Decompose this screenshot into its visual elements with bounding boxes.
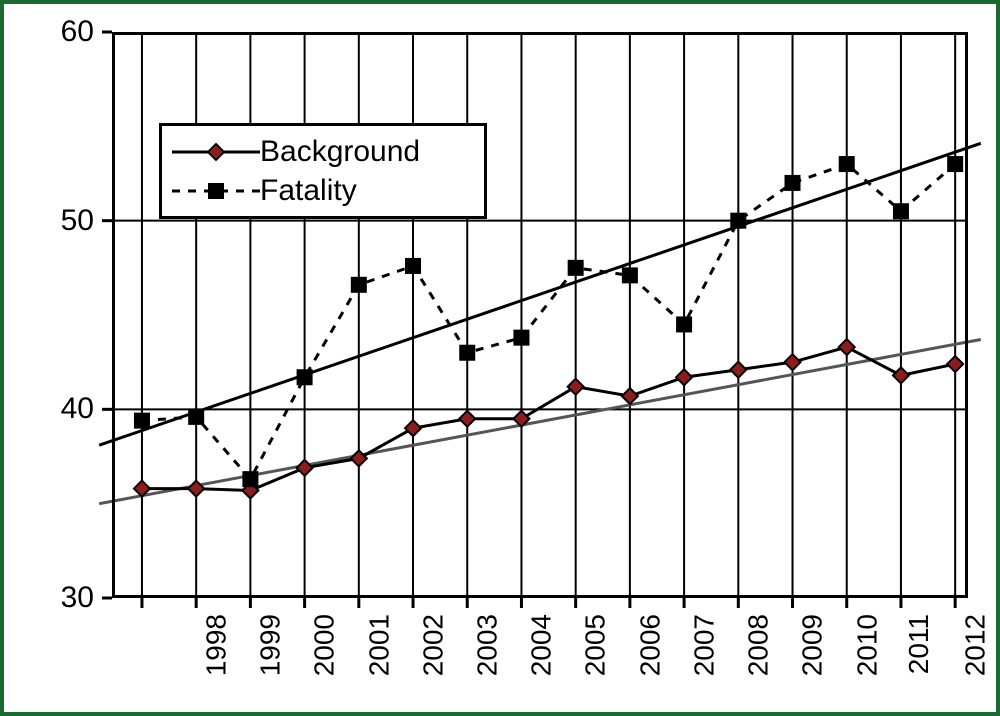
x-tick-label: 2001	[363, 614, 395, 676]
x-tick-label: 1999	[254, 614, 286, 676]
plot-area	[112, 32, 968, 598]
y-tick-label: 30	[4, 581, 94, 615]
x-tick-label: 1998	[200, 614, 232, 676]
x-tick-label: 2011	[903, 614, 935, 674]
plot-border	[112, 32, 968, 598]
x-tick-label: 2000	[309, 614, 341, 676]
x-tick-label: 2003	[471, 614, 503, 676]
y-tick-label: 40	[4, 392, 94, 426]
legend: Background Fatality	[159, 123, 487, 219]
y-tick-label: 50	[4, 204, 94, 238]
legend-label: Background	[260, 135, 420, 169]
legend-swatch	[172, 178, 260, 204]
x-tick-label: 2012	[959, 614, 991, 676]
legend-swatch	[172, 139, 260, 165]
x-tick-label: 2009	[797, 614, 829, 676]
x-tick-label: 2007	[688, 614, 720, 676]
y-tick-label: 60	[4, 15, 94, 49]
x-tick-label: 2004	[526, 614, 558, 676]
chart-frame: 30 40 50 60 1998 1999 2000 2001 2002 2003 2004 200…	[0, 0, 1000, 716]
x-tick-label: 2010	[851, 614, 883, 676]
legend-label: Fatality	[260, 174, 357, 208]
x-tick-label: 2005	[580, 614, 612, 676]
x-tick-label: 2002	[417, 614, 449, 676]
x-tick-label: 2006	[634, 614, 666, 676]
legend-entry: Background	[172, 135, 474, 169]
x-tick-label: 2008	[742, 614, 774, 676]
legend-entry: Fatality	[172, 174, 474, 208]
